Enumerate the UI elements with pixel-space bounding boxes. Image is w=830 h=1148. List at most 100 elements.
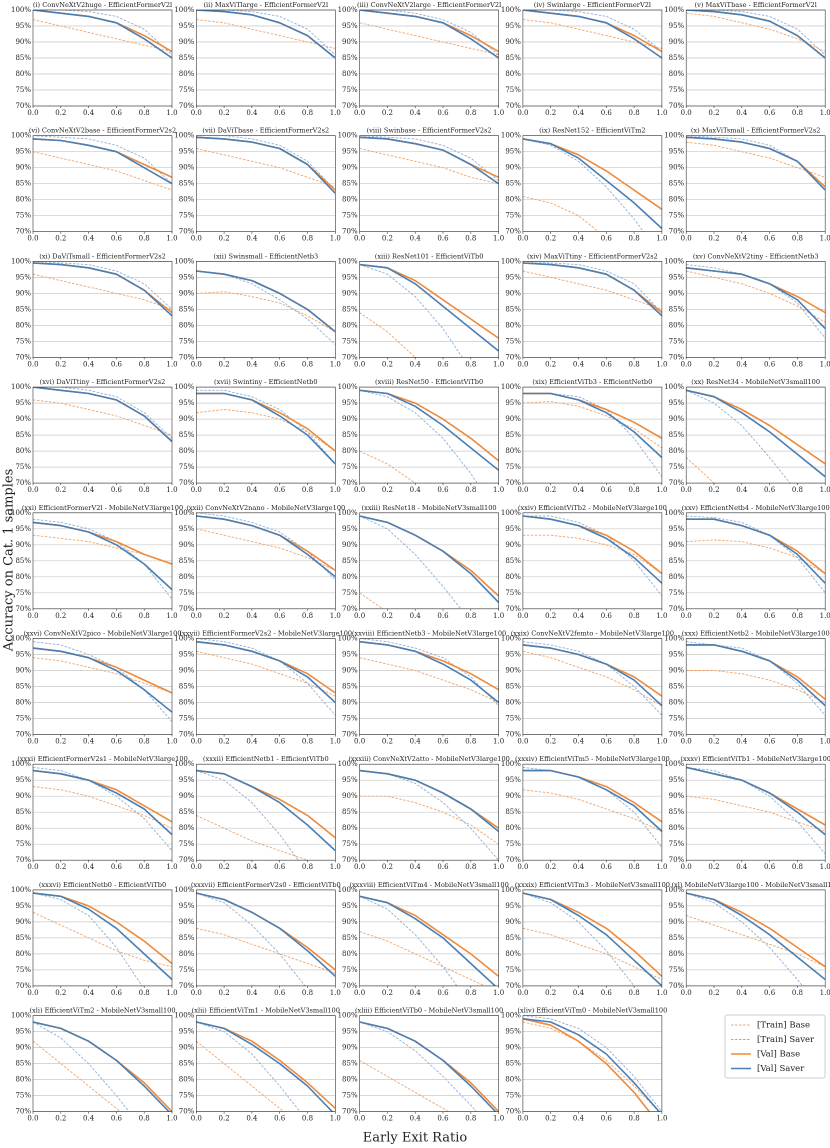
x-tick-label: 0.8 <box>792 738 803 746</box>
y-tick-label: 80% <box>669 196 685 204</box>
x-tick-label: 0.0 <box>517 360 528 368</box>
y-tick-label: 100% <box>11 635 31 643</box>
panel-frame <box>32 512 173 610</box>
x-tick-label: 1.0 <box>820 360 830 368</box>
y-tick-label: 95% <box>505 902 521 910</box>
x-tick-label: 1.0 <box>330 738 341 746</box>
y-tick-label: 90% <box>669 667 685 675</box>
y-tick-label: 90% <box>179 1044 195 1052</box>
x-tick-label: 0.8 <box>302 360 313 368</box>
y-tick-label: 85% <box>15 557 31 565</box>
panel-title: (ii) MaxViTlarge - EfficientFormerV2l <box>203 1 328 9</box>
panel-frame <box>196 638 336 735</box>
x-tick-label: 0.4 <box>83 109 95 117</box>
y-tick-label: 90% <box>342 541 358 549</box>
x-tick-label: 0.0 <box>191 235 202 243</box>
y-tick-label: 90% <box>179 918 195 926</box>
panel-title: (iii) ConvNeXtV2large - EfficientFormerV… <box>357 1 501 9</box>
y-tick-label: 70% <box>342 856 358 864</box>
x-tick-label: 0.2 <box>708 612 719 620</box>
panel-title: (xxxviii) EfficientViTm4 - MobileNetV3sm… <box>349 881 508 889</box>
series-line <box>686 135 826 191</box>
panel: (v) MaxViTbase - EfficientFormerV2l 70% 75… <box>664 1 830 117</box>
x-tick-label: 0.0 <box>27 1115 38 1123</box>
x-tick-label: 0.4 <box>573 863 585 871</box>
y-tick-label: 75% <box>669 86 685 94</box>
panel: (xliv) EfficientViTm0 - MobileNetV3small… <box>501 1007 668 1123</box>
x-tick-label: 0.8 <box>139 235 150 243</box>
x-tick-label: 0.8 <box>139 612 150 620</box>
x-tick-label: 0.2 <box>382 109 393 117</box>
panel: (xliii) EfficientViTb0 - MobileNetV3smal… <box>338 1007 505 1123</box>
x-tick-label: 0.6 <box>274 1115 286 1123</box>
x-tick-label: 0.8 <box>629 989 640 997</box>
x-tick-label: 0.4 <box>83 738 95 746</box>
x-tick-label: 0.4 <box>410 863 422 871</box>
series-line <box>686 515 826 594</box>
y-tick-label: 70% <box>15 479 31 487</box>
series-line <box>359 657 499 703</box>
y-tick-label: 100% <box>338 6 358 14</box>
x-tick-label: 0.0 <box>354 235 365 243</box>
series-line <box>359 515 499 597</box>
panel-title: (xxiv) EfficientViTb2 - MobileNetV3large… <box>518 504 667 512</box>
y-tick-label: 70% <box>179 605 195 613</box>
series-line <box>686 389 826 465</box>
y-tick-label: 100% <box>501 132 521 140</box>
x-tick-label: 1.0 <box>820 989 830 997</box>
series-line <box>359 264 463 358</box>
y-tick-label: 80% <box>342 699 358 707</box>
y-tick-label: 85% <box>15 305 31 313</box>
series-line <box>686 10 826 56</box>
y-tick-label: 75% <box>505 463 521 471</box>
x-tick-label: 0.4 <box>573 360 585 368</box>
x-tick-label: 0.2 <box>382 235 393 243</box>
y-tick-label: 85% <box>342 431 358 439</box>
series-line <box>522 270 662 310</box>
panel-frame <box>32 638 173 735</box>
x-tick-label: 0.0 <box>191 109 202 117</box>
y-tick-label: 75% <box>342 840 358 848</box>
x-tick-label: 0.2 <box>708 486 719 494</box>
y-tick-label: 70% <box>669 856 685 864</box>
series-line <box>196 1021 334 1112</box>
y-tick-label: 90% <box>15 541 31 549</box>
series-line <box>522 19 662 49</box>
panel-frame <box>522 9 663 107</box>
x-tick-label: 0.8 <box>465 863 476 871</box>
x-tick-label: 0.4 <box>736 360 748 368</box>
panel-title: (xv) ConvNeXtV2tiny - EfficientNetb3 <box>693 252 819 260</box>
legend-label: [Train] Base <box>757 1021 810 1031</box>
series-line <box>196 640 336 694</box>
y-tick-label: 90% <box>15 667 31 675</box>
series-line <box>686 915 826 968</box>
y-tick-label: 90% <box>15 1044 31 1052</box>
y-tick-label: 100% <box>11 132 31 140</box>
x-tick-label: 0.0 <box>517 738 528 746</box>
y-tick-label: 75% <box>669 966 685 974</box>
series-line <box>359 931 486 986</box>
x-tick-label: 0.2 <box>219 1115 230 1123</box>
series-line <box>522 138 644 232</box>
y-tick-label: 95% <box>15 651 31 659</box>
x-tick-label: 0.4 <box>246 235 258 243</box>
y-tick-label: 80% <box>15 1076 31 1084</box>
x-tick-label: 0.0 <box>681 360 692 368</box>
x-tick-label: 0.8 <box>792 486 803 494</box>
x-tick-label: 0.8 <box>792 612 803 620</box>
x-tick-label: 0.6 <box>764 486 776 494</box>
y-tick-label: 95% <box>179 399 195 407</box>
y-tick-label: 75% <box>342 589 358 597</box>
y-tick-label: 100% <box>174 132 194 140</box>
y-tick-label: 90% <box>15 164 31 172</box>
x-tick-label: 0.4 <box>410 486 422 494</box>
x-tick-label: 0.2 <box>55 989 66 997</box>
y-tick-label: 80% <box>15 573 31 581</box>
x-tick-label: 0.0 <box>191 1115 202 1123</box>
x-tick-label: 0.0 <box>517 235 528 243</box>
x-tick-label: 0.4 <box>246 360 258 368</box>
panel-title: (xvii) Swintiny - EfficientNetb0 <box>214 378 318 386</box>
y-tick-label: 80% <box>179 824 195 832</box>
series-line <box>359 136 499 185</box>
y-tick-label: 80% <box>342 70 358 78</box>
